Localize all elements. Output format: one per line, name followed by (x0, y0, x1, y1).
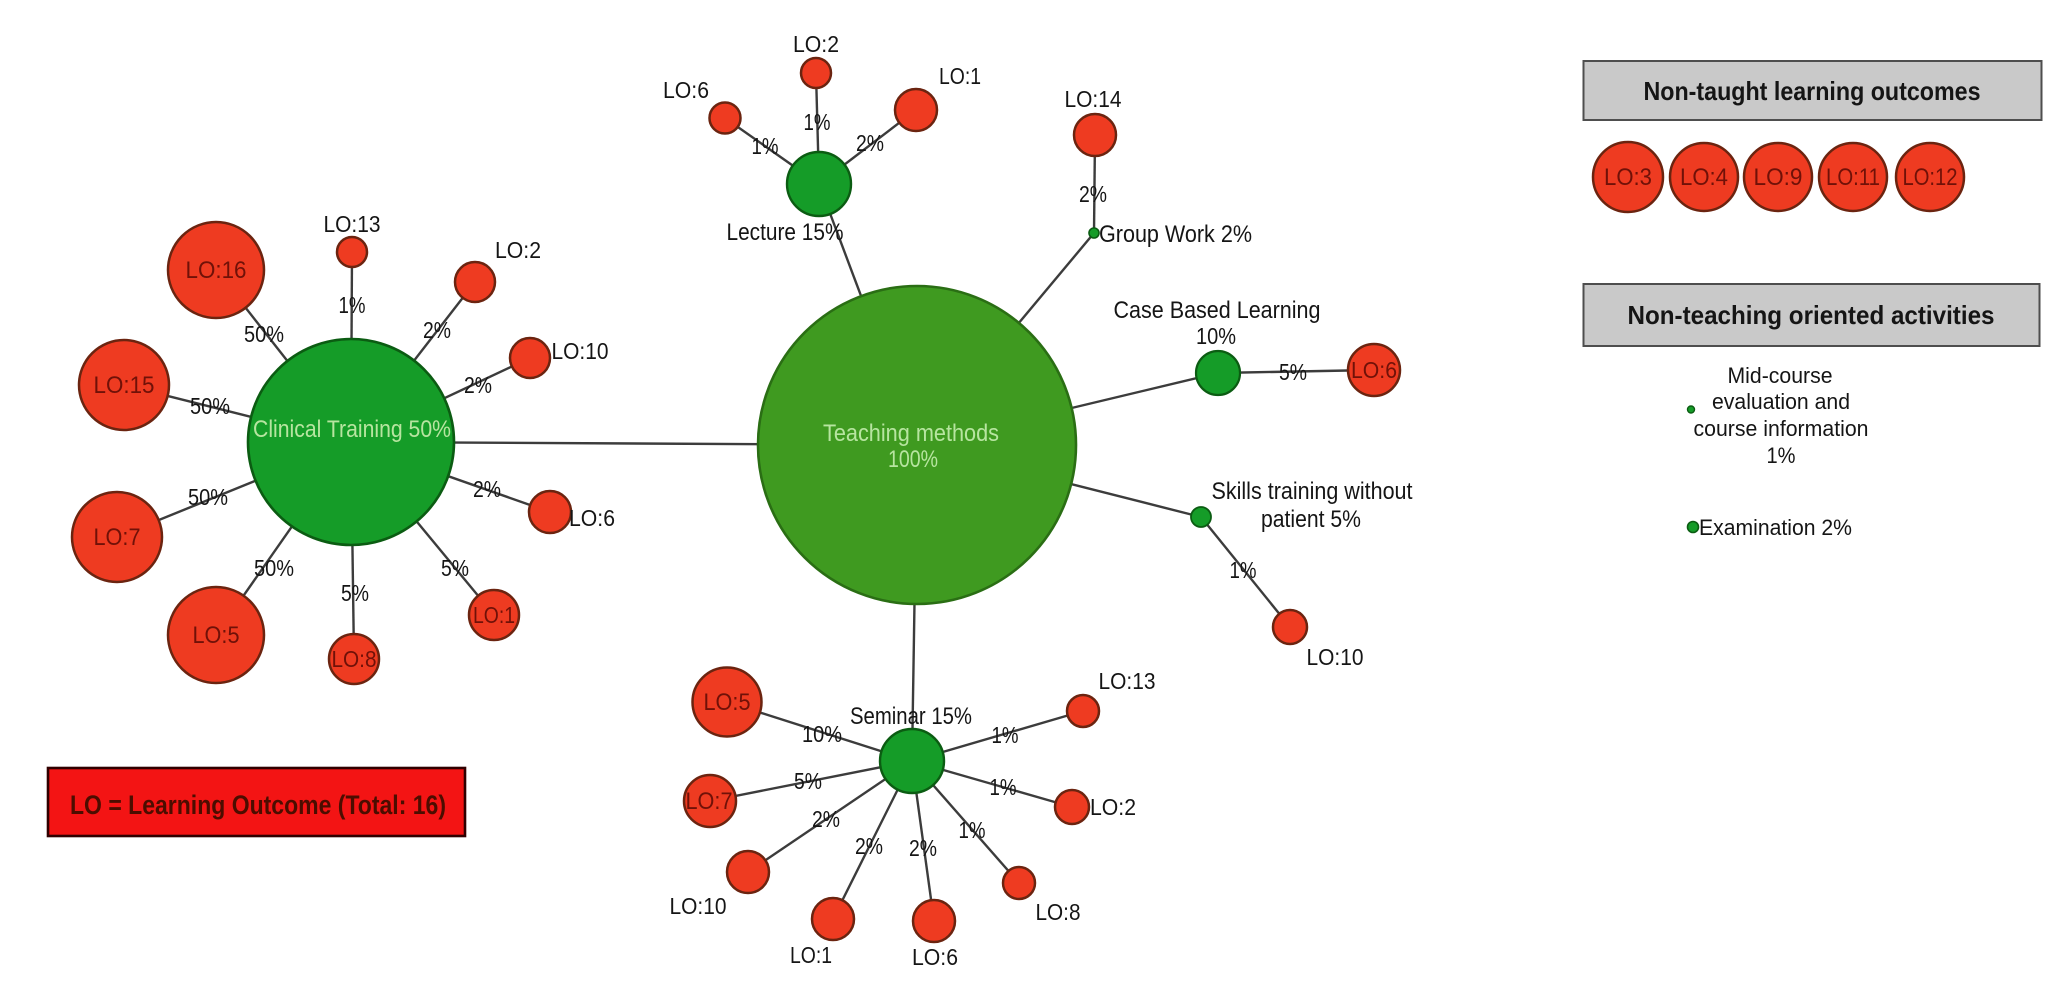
svg-text:LO:10: LO:10 (552, 338, 609, 364)
svg-text:LO:1: LO:1 (939, 63, 981, 89)
svg-text:LO:3: LO:3 (1604, 164, 1652, 191)
svg-text:1%: 1% (804, 109, 831, 135)
svg-text:evaluation and: evaluation and (1712, 389, 1850, 414)
svg-text:Non-taught learning outcomes: Non-taught learning outcomes (1644, 76, 1981, 106)
svg-text:LO:10: LO:10 (1307, 644, 1364, 670)
svg-text:2%: 2% (855, 833, 883, 859)
svg-text:5%: 5% (341, 580, 369, 606)
svg-text:2%: 2% (423, 317, 451, 343)
svg-text:LO:6: LO:6 (569, 505, 615, 531)
svg-text:LO:7: LO:7 (94, 524, 141, 551)
svg-text:1%: 1% (990, 774, 1017, 800)
svg-text:50%: 50% (244, 321, 284, 347)
svg-text:2%: 2% (856, 130, 884, 156)
svg-text:5%: 5% (1279, 359, 1307, 385)
svg-text:LO:6: LO:6 (1351, 357, 1397, 383)
svg-text:LO:8: LO:8 (332, 646, 377, 672)
svg-text:Examination 2%: Examination 2% (1699, 515, 1852, 540)
svg-text:LO:7: LO:7 (686, 788, 733, 815)
svg-text:LO:13: LO:13 (324, 211, 381, 237)
svg-text:LO:1: LO:1 (790, 942, 832, 968)
svg-text:LO:15: LO:15 (94, 372, 155, 399)
svg-text:LO:13: LO:13 (1099, 668, 1156, 694)
svg-text:LO:9: LO:9 (1754, 164, 1803, 191)
svg-text:LO:4: LO:4 (1680, 164, 1728, 191)
svg-text:2%: 2% (1079, 181, 1107, 207)
svg-text:LO:10: LO:10 (670, 893, 727, 919)
svg-text:5%: 5% (441, 555, 469, 581)
svg-text:1%: 1% (1767, 443, 1796, 468)
svg-text:Non-teaching oriented activiti: Non-teaching oriented activities (1628, 300, 1995, 330)
svg-text:LO:6: LO:6 (663, 77, 709, 103)
svg-text:LO:2: LO:2 (1090, 794, 1136, 820)
svg-text:10%: 10% (1196, 323, 1236, 349)
svg-text:LO:5: LO:5 (704, 689, 751, 716)
svg-text:2%: 2% (464, 372, 492, 398)
svg-text:100%: 100% (888, 446, 938, 473)
svg-text:LO:8: LO:8 (1036, 899, 1081, 925)
svg-text:10%: 10% (802, 721, 842, 747)
svg-text:LO:2: LO:2 (793, 31, 839, 57)
svg-text:Group Work 2%: Group Work 2% (1099, 221, 1252, 248)
svg-text:LO:14: LO:14 (1065, 86, 1122, 112)
svg-text:course information: course information (1694, 416, 1869, 441)
svg-text:50%: 50% (190, 393, 230, 419)
svg-text:1%: 1% (1230, 557, 1257, 583)
svg-text:LO:1: LO:1 (473, 602, 515, 628)
svg-text:LO:6: LO:6 (912, 944, 958, 970)
svg-text:Skills training without: Skills training without (1212, 478, 1413, 505)
svg-text:LO:12: LO:12 (1903, 164, 1958, 191)
svg-text:Clinical Training 50%: Clinical Training 50% (253, 416, 451, 443)
svg-text:Teaching methods: Teaching methods (823, 420, 999, 447)
svg-text:1%: 1% (959, 817, 986, 843)
svg-text:patient 5%: patient 5% (1261, 506, 1361, 533)
svg-text:1%: 1% (339, 292, 366, 318)
svg-text:2%: 2% (812, 806, 840, 832)
svg-text:2%: 2% (473, 476, 501, 502)
svg-text:LO:16: LO:16 (186, 257, 247, 284)
svg-text:Mid-course: Mid-course (1728, 363, 1833, 388)
svg-text:5%: 5% (794, 768, 822, 794)
svg-text:LO:5: LO:5 (193, 622, 240, 649)
svg-text:1%: 1% (752, 133, 779, 159)
svg-text:50%: 50% (188, 484, 228, 510)
svg-text:LO:11: LO:11 (1826, 164, 1880, 191)
svg-text:50%: 50% (254, 555, 294, 581)
svg-text:LO = Learning Outcome (Total:: LO = Learning Outcome (Total: 16) (70, 790, 446, 820)
svg-text:Lecture 15%: Lecture 15% (727, 219, 844, 246)
svg-text:Seminar 15%: Seminar 15% (850, 703, 972, 730)
svg-text:LO:2: LO:2 (495, 237, 541, 263)
svg-text:1%: 1% (992, 722, 1019, 748)
svg-text:2%: 2% (909, 835, 937, 861)
svg-text:Case Based Learning: Case Based Learning (1114, 297, 1321, 324)
